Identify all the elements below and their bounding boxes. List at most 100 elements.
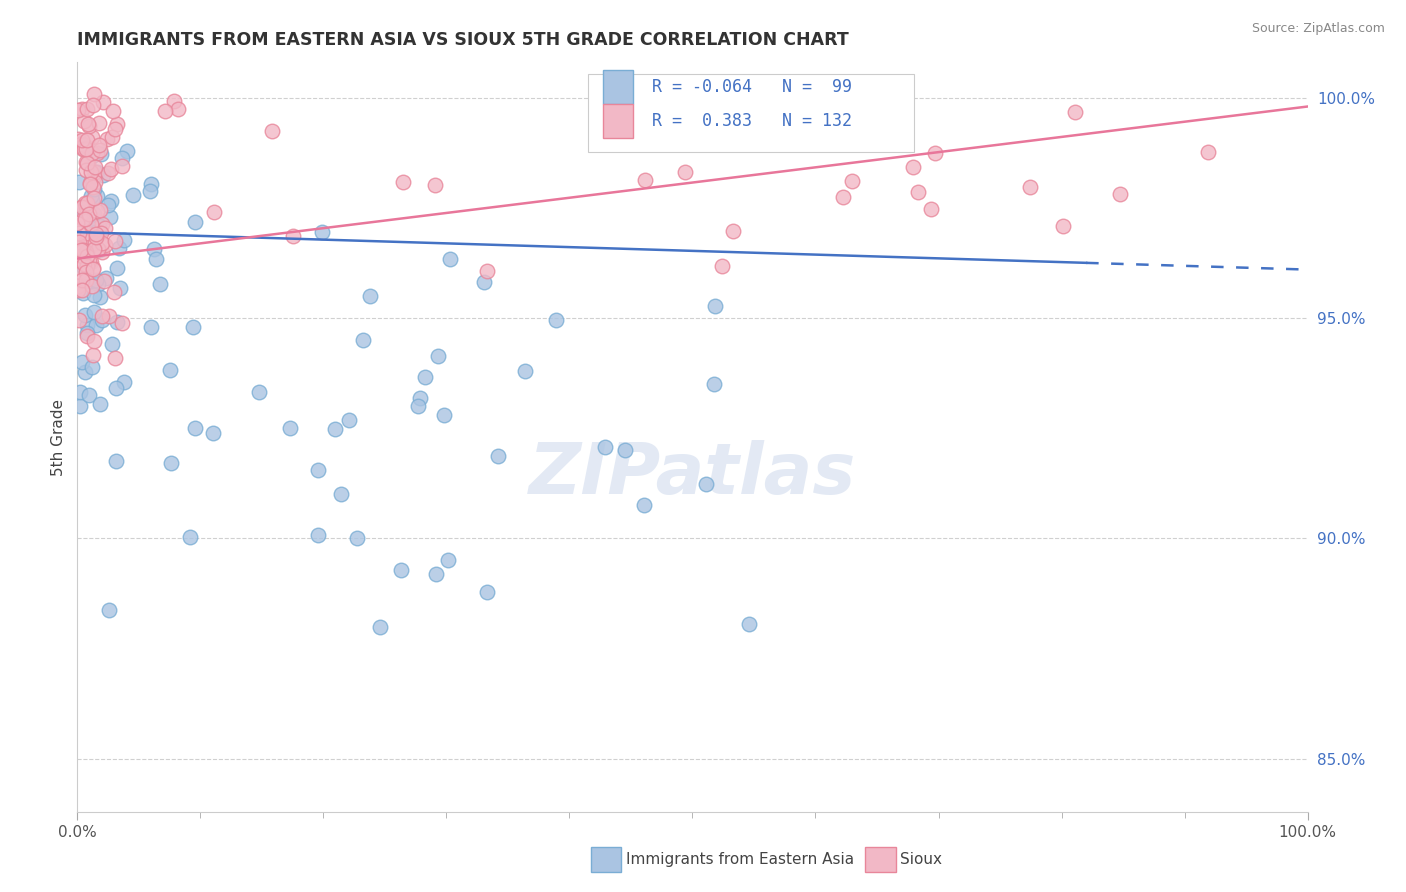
Point bbox=[425, 178, 447, 192]
Point bbox=[70, 243, 93, 257]
Point bbox=[89, 144, 111, 158]
Point bbox=[425, 566, 447, 581]
Point bbox=[73, 257, 96, 271]
Point bbox=[278, 420, 301, 434]
Point bbox=[475, 584, 498, 599]
Point bbox=[307, 528, 329, 542]
Point bbox=[139, 319, 162, 334]
Point bbox=[84, 225, 107, 239]
Text: Immigrants from Eastern Asia: Immigrants from Eastern Asia bbox=[626, 853, 853, 867]
Point bbox=[69, 241, 91, 255]
Point bbox=[84, 211, 107, 226]
Point bbox=[738, 617, 761, 632]
Point bbox=[903, 160, 925, 174]
Point bbox=[90, 226, 112, 240]
Point bbox=[346, 532, 368, 546]
Point bbox=[73, 261, 96, 276]
Point bbox=[439, 252, 461, 266]
Point bbox=[80, 194, 103, 208]
Point bbox=[307, 463, 329, 477]
Point bbox=[76, 102, 98, 116]
Point bbox=[76, 156, 98, 170]
Point bbox=[72, 142, 94, 156]
Point bbox=[101, 104, 124, 119]
Point bbox=[84, 160, 107, 174]
Point bbox=[924, 146, 946, 161]
Point bbox=[86, 146, 108, 161]
Point bbox=[89, 289, 111, 303]
Point bbox=[920, 202, 942, 216]
Point bbox=[683, 114, 706, 128]
Point bbox=[633, 173, 655, 187]
Point bbox=[703, 377, 725, 392]
Text: R =  0.383   N = 132: R = 0.383 N = 132 bbox=[652, 112, 852, 130]
Point bbox=[283, 228, 305, 243]
Point bbox=[67, 313, 90, 327]
Point bbox=[105, 117, 128, 131]
Point bbox=[359, 289, 381, 303]
Point bbox=[91, 309, 114, 323]
Point bbox=[155, 104, 177, 119]
Point bbox=[83, 334, 105, 349]
Point bbox=[202, 205, 225, 219]
Point bbox=[112, 375, 135, 389]
Point bbox=[67, 202, 90, 217]
Point bbox=[83, 191, 105, 205]
Point bbox=[73, 138, 96, 153]
Point bbox=[907, 185, 929, 199]
Point bbox=[70, 355, 93, 369]
Point bbox=[1052, 219, 1074, 233]
Point bbox=[75, 235, 97, 249]
Point bbox=[179, 530, 201, 544]
Point bbox=[82, 98, 104, 112]
Point bbox=[427, 349, 450, 363]
Point bbox=[76, 329, 98, 343]
Point bbox=[94, 237, 117, 252]
Point bbox=[77, 206, 100, 220]
Point bbox=[67, 175, 90, 189]
Point bbox=[79, 176, 101, 190]
Point bbox=[841, 174, 863, 188]
Point bbox=[75, 212, 97, 227]
Point bbox=[87, 219, 110, 233]
Point bbox=[75, 244, 97, 259]
Point bbox=[72, 244, 94, 258]
Point bbox=[103, 122, 125, 136]
Point bbox=[513, 364, 536, 378]
Point bbox=[104, 453, 127, 467]
Point bbox=[97, 602, 120, 616]
Point bbox=[695, 477, 717, 491]
Text: ZIPatlas: ZIPatlas bbox=[529, 440, 856, 509]
Point bbox=[103, 285, 125, 300]
Point bbox=[84, 273, 107, 287]
Point bbox=[111, 317, 134, 331]
Point bbox=[83, 288, 105, 302]
Point bbox=[704, 299, 727, 313]
Point bbox=[76, 156, 98, 170]
Point bbox=[80, 165, 103, 179]
Point bbox=[67, 131, 90, 145]
Point bbox=[70, 132, 93, 146]
Point bbox=[406, 399, 429, 413]
Point bbox=[84, 230, 107, 244]
Point bbox=[76, 133, 98, 147]
Text: Source: ZipAtlas.com: Source: ZipAtlas.com bbox=[1251, 22, 1385, 36]
Point bbox=[97, 309, 120, 323]
Point bbox=[433, 408, 456, 422]
Point bbox=[66, 252, 89, 267]
Point bbox=[329, 487, 352, 501]
Point bbox=[70, 102, 93, 116]
Point bbox=[437, 553, 460, 567]
Point bbox=[66, 216, 89, 230]
Point bbox=[1197, 145, 1219, 159]
Point bbox=[75, 272, 97, 286]
Point bbox=[82, 179, 104, 194]
Point bbox=[75, 142, 97, 156]
Point bbox=[593, 440, 616, 454]
Point bbox=[77, 388, 100, 402]
Point bbox=[75, 309, 97, 323]
Point bbox=[806, 114, 828, 128]
Point bbox=[86, 164, 108, 178]
Point bbox=[80, 220, 103, 235]
Point bbox=[84, 176, 107, 190]
